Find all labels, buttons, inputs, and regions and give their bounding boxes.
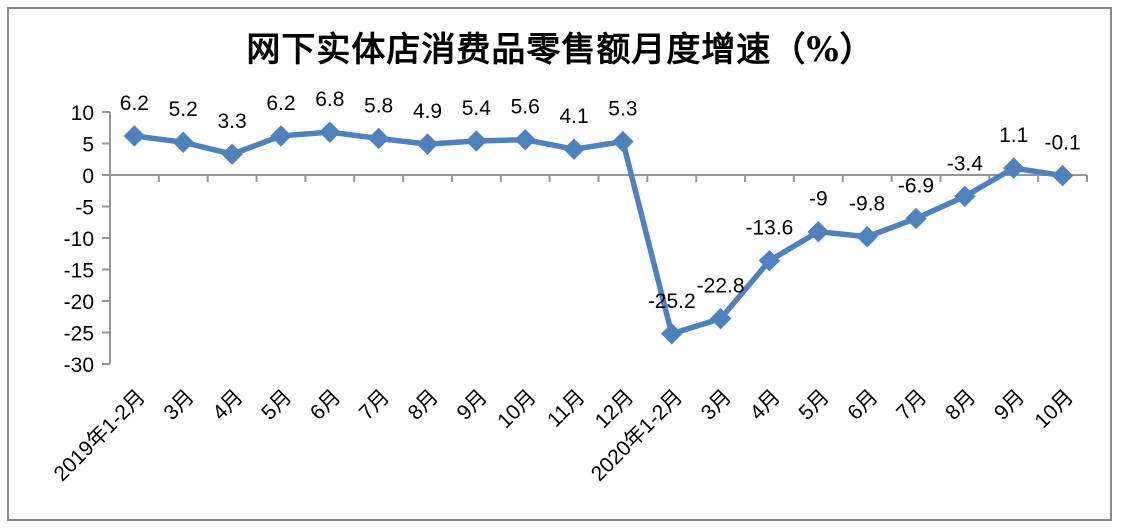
data-point-marker	[465, 130, 488, 152]
data-point-marker	[807, 220, 830, 243]
data-point-label: 1.1	[999, 124, 1028, 147]
data-point-marker	[856, 226, 878, 248]
x-axis-category-label: 6月	[306, 385, 345, 424]
x-axis-category-label: 2019年1-2月	[49, 385, 149, 485]
data-point-label: -6.9	[898, 174, 934, 197]
data-point-marker	[416, 133, 439, 155]
data-point-marker	[758, 249, 781, 272]
data-point-label: -3.4	[947, 152, 984, 175]
y-axis-tick-label: 5	[82, 134, 94, 157]
y-axis-tick-label: 0	[82, 165, 94, 188]
data-point-marker	[319, 121, 341, 143]
y-axis-tick-label: -10	[64, 228, 94, 251]
x-axis-category-label: 5月	[794, 385, 833, 424]
y-axis-tick-label: -30	[64, 354, 94, 377]
data-point-label: -9.8	[849, 193, 885, 216]
data-point-label: -9	[809, 188, 828, 211]
x-axis-category-label: 10月	[1030, 385, 1078, 433]
data-point-marker	[514, 129, 536, 151]
y-axis-tick-label: 10	[71, 102, 94, 125]
data-point-marker	[661, 323, 683, 345]
y-axis-tick-label: -25	[64, 323, 94, 346]
data-line	[131, 129, 1066, 337]
x-axis-category-label: 5月	[257, 385, 296, 424]
data-point-marker	[905, 207, 927, 230]
data-point-label: 5.8	[364, 94, 393, 117]
data-point-label: 4.1	[559, 105, 588, 128]
data-point-marker	[123, 125, 146, 147]
data-point-label: -22.8	[697, 275, 745, 298]
x-axis-category-label: 8月	[404, 385, 443, 424]
x-axis-category-label: 7月	[355, 385, 394, 424]
y-axis-tick-label: -5	[75, 197, 94, 220]
data-point-marker	[1051, 164, 1074, 187]
data-point-label: 6.8	[315, 88, 344, 111]
data-point-marker	[172, 131, 194, 153]
data-point-marker	[270, 125, 292, 147]
data-point-label: 3.3	[217, 110, 246, 133]
x-axis-category-label: 9月	[990, 385, 1029, 424]
x-axis-category-label: 6月	[843, 385, 882, 424]
data-point-label: 6.2	[120, 92, 149, 115]
y-axis-tick-label: -15	[64, 260, 94, 283]
data-point-label: -13.6	[746, 217, 794, 240]
data-point-marker	[1002, 157, 1025, 179]
x-axis-category-label: 4月	[746, 385, 785, 424]
data-point-label: 4.9	[413, 100, 442, 123]
data-point-label: 5.3	[608, 98, 637, 121]
chart-title: 网下实体店消费品零售额月度增速（%）	[246, 30, 875, 70]
data-point-label: -25.2	[648, 290, 696, 313]
data-point-marker	[221, 143, 243, 165]
data-point-marker	[954, 185, 976, 208]
data-point-marker	[563, 138, 585, 160]
data-point-marker	[367, 127, 390, 150]
data-point-label: 6.2	[266, 92, 295, 115]
data-point-marker	[612, 130, 634, 153]
chart-frame	[7, 7, 1112, 521]
data-point-label: 5.6	[511, 96, 540, 119]
x-axis-category-label: 10月	[493, 385, 541, 433]
data-point-label: 5.2	[169, 98, 198, 121]
data-point-label: -0.1	[1044, 132, 1080, 155]
data-point-marker	[709, 307, 732, 330]
x-axis-category-label: 11月	[543, 385, 590, 432]
x-axis-category-label: 9月	[453, 385, 492, 424]
x-axis-category-label: 7月	[892, 385, 931, 424]
x-axis-category-label: 3月	[159, 385, 198, 424]
y-axis-tick-label: -20	[64, 291, 94, 314]
data-point-label: 5.4	[462, 97, 492, 120]
x-axis-category-label: 3月	[697, 385, 736, 424]
x-axis-category-label: 4月	[208, 385, 247, 424]
x-axis-category-label: 8月	[941, 385, 980, 424]
